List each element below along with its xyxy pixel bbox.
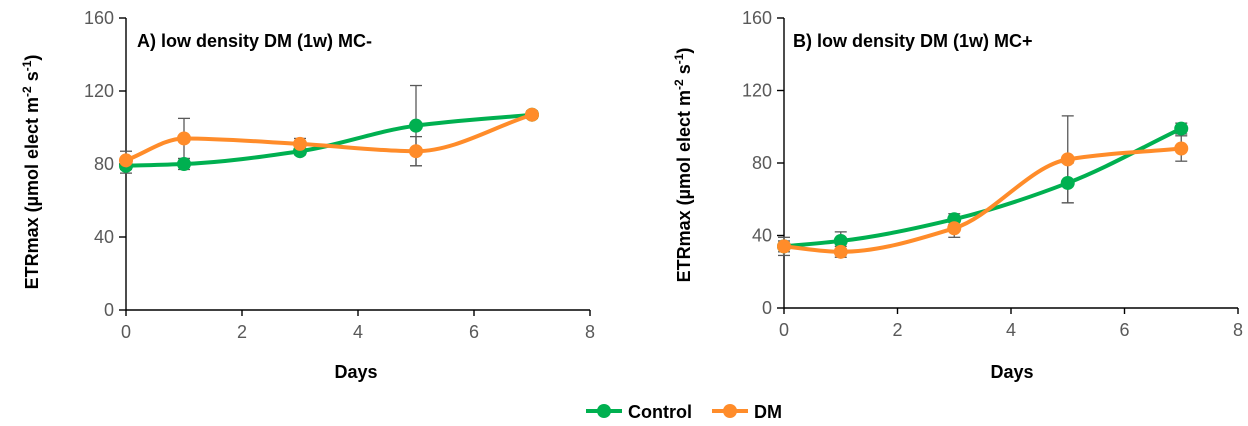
y-axis-title-a-close: ) (22, 55, 42, 61)
x-tick-label-a: 6 (469, 322, 479, 342)
y-axis-title-b-exp2: -1 (672, 53, 686, 64)
y-tick-label-b: 40 (752, 226, 772, 246)
y-tick-label-a: 0 (104, 300, 114, 320)
y-tick-label-a: 120 (84, 81, 114, 101)
data-point-dm-b (1174, 141, 1189, 156)
data-point-control-b (1060, 175, 1075, 190)
data-point-dm-a (525, 107, 539, 122)
data-point-dm-b (1060, 152, 1075, 167)
y-tick-label-a: 160 (84, 8, 114, 28)
y-tick-label-b: 0 (762, 298, 772, 318)
x-axis-title-a: Days (334, 362, 377, 382)
data-point-dm-b (833, 244, 848, 259)
x-tick-label-b: 8 (1233, 320, 1243, 340)
x-tick-label-b: 0 (779, 320, 789, 340)
y-axis-title-b: ETRmax (µmol elect m-2 s-1) (672, 48, 694, 283)
data-point-control-a (177, 157, 191, 171)
x-tick-label-b: 6 (1119, 320, 1129, 340)
y-axis-title-a-mid: s (22, 71, 42, 86)
y-tick-label-b: 120 (742, 81, 772, 101)
y-axis-title-b-close: ) (674, 48, 694, 54)
chart-title-a: A) low density DM (1w) MC- (137, 31, 372, 51)
y-axis-title-a-exp2: -1 (20, 60, 34, 71)
x-tick-label-a: 8 (585, 322, 595, 342)
x-tick-label-b: 4 (1006, 320, 1016, 340)
y-tick-label-b: 80 (752, 153, 772, 173)
y-axis-title-a: ETRmax (µmol elect m-2 s-1) (20, 55, 42, 290)
y-tick-label-b: 160 (742, 8, 772, 28)
chart-panel-a: A) low density DM (1w) MC- Days ETRmax (… (20, 8, 595, 382)
data-point-dm-a (177, 131, 191, 146)
y-axis-title-b-mid: s (674, 64, 694, 79)
data-point-dm-a (409, 144, 423, 159)
x-tick-label-a: 0 (121, 322, 131, 342)
data-point-dm-b (947, 221, 962, 236)
y-axis-title-b-exp1: -2 (672, 79, 686, 90)
chart-title-b: B) low density DM (1w) MC+ (793, 31, 1033, 51)
legend-dm-label: DM (754, 402, 782, 422)
y-axis-title-b-main: ETRmax (µmol elect m (674, 90, 694, 282)
chart-panel-b: B) low density DM (1w) MC+ Days ETRmax (… (672, 8, 1243, 382)
legend-control-marker (597, 404, 611, 418)
data-point-control-a (409, 118, 423, 133)
y-tick-label-a: 40 (94, 227, 114, 247)
data-point-dm-a (119, 153, 133, 168)
y-axis-title-a-main: ETRmax (µmol elect m (22, 97, 42, 289)
data-point-control-b (833, 233, 848, 248)
legend: Control DM (586, 402, 782, 422)
series-line-control-b (782, 126, 1184, 249)
data-point-dm-a (293, 136, 307, 151)
data-point-dm-b (777, 239, 791, 254)
legend-dm-marker (723, 404, 737, 418)
x-tick-label-a: 4 (353, 322, 363, 342)
data-point-control-b (1174, 121, 1189, 136)
x-axis-title-b: Days (990, 362, 1033, 382)
legend-control-label: Control (628, 402, 692, 422)
x-tick-label-a: 2 (237, 322, 247, 342)
x-tick-label-b: 2 (892, 320, 902, 340)
y-axis-title-a-exp1: -2 (20, 86, 34, 97)
y-tick-label-a: 80 (94, 154, 114, 174)
